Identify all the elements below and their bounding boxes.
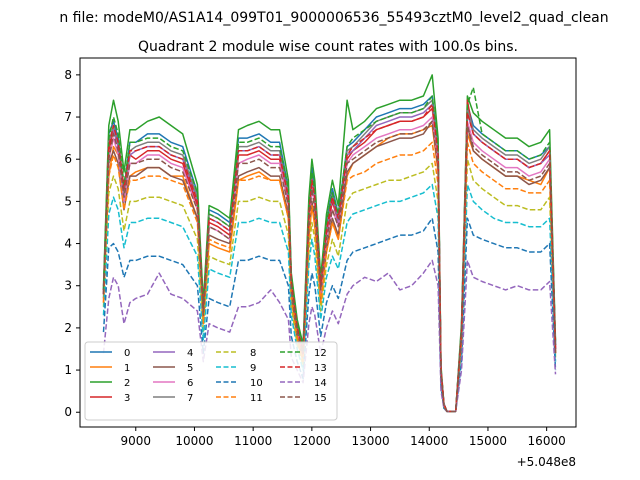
y-tick-label-3: 3 bbox=[64, 279, 72, 293]
legend-label-14: 14 bbox=[314, 378, 327, 389]
y-tick-label-4: 4 bbox=[64, 237, 72, 251]
legend-label-6: 6 bbox=[187, 378, 193, 389]
legend-label-0: 0 bbox=[124, 348, 130, 359]
legend-box bbox=[84, 341, 338, 421]
legend-label-2: 2 bbox=[124, 378, 130, 389]
x-tick-label-13000: 13000 bbox=[351, 434, 389, 448]
legend-label-3: 3 bbox=[124, 393, 130, 404]
series-layer bbox=[102, 74, 557, 413]
y-axis: 0 1 2 3 4 5 6 7 8 bbox=[64, 68, 80, 419]
legend-label-12: 12 bbox=[314, 348, 327, 359]
legend-label-10: 10 bbox=[250, 378, 263, 389]
legend-label-13: 13 bbox=[314, 363, 327, 374]
legend-label-5: 5 bbox=[187, 363, 193, 374]
legend-label-8: 8 bbox=[250, 348, 256, 359]
legend-label-11: 11 bbox=[250, 393, 263, 404]
y-tick-label-7: 7 bbox=[64, 110, 72, 124]
y-tick-label-6: 6 bbox=[64, 152, 72, 166]
plot-frame bbox=[79, 57, 577, 428]
legend-label-9: 9 bbox=[250, 363, 256, 374]
x-tick-label-12000: 12000 bbox=[293, 434, 331, 448]
series-line-10 bbox=[102, 217, 557, 413]
legend-label-4: 4 bbox=[187, 348, 193, 359]
series-line-15 bbox=[102, 120, 557, 413]
figure-suptitle: n file: modeM0/AS1A14_099T01_9000006536_… bbox=[59, 10, 608, 26]
legend-label-15: 15 bbox=[314, 393, 327, 404]
series-line-9 bbox=[102, 183, 557, 413]
x-tick-label-14000: 14000 bbox=[410, 434, 448, 448]
x-axis: 9000 10000 11000 12000 13000 14000 15000 16000 bbox=[120, 427, 566, 448]
y-tick-label-0: 0 bbox=[64, 405, 72, 419]
y-tick-label-1: 1 bbox=[64, 363, 72, 377]
legend-label-7: 7 bbox=[187, 393, 193, 404]
x-tick-label-9000: 9000 bbox=[120, 434, 151, 448]
x-offset-label: +5.048e8 bbox=[517, 455, 576, 469]
x-tick-label-10000: 10000 bbox=[175, 434, 213, 448]
y-tick-label-5: 5 bbox=[64, 194, 72, 208]
x-tick-label-15000: 15000 bbox=[469, 434, 507, 448]
x-tick-label-16000: 16000 bbox=[528, 434, 566, 448]
y-tick-label-8: 8 bbox=[64, 68, 72, 82]
series-line-14 bbox=[102, 259, 557, 413]
y-tick-label-2: 2 bbox=[64, 321, 72, 335]
x-tick-label-11000: 11000 bbox=[234, 434, 272, 448]
legend-label-1: 1 bbox=[124, 363, 130, 374]
chart-title: Quadrant 2 module wise count rates with … bbox=[138, 39, 518, 55]
